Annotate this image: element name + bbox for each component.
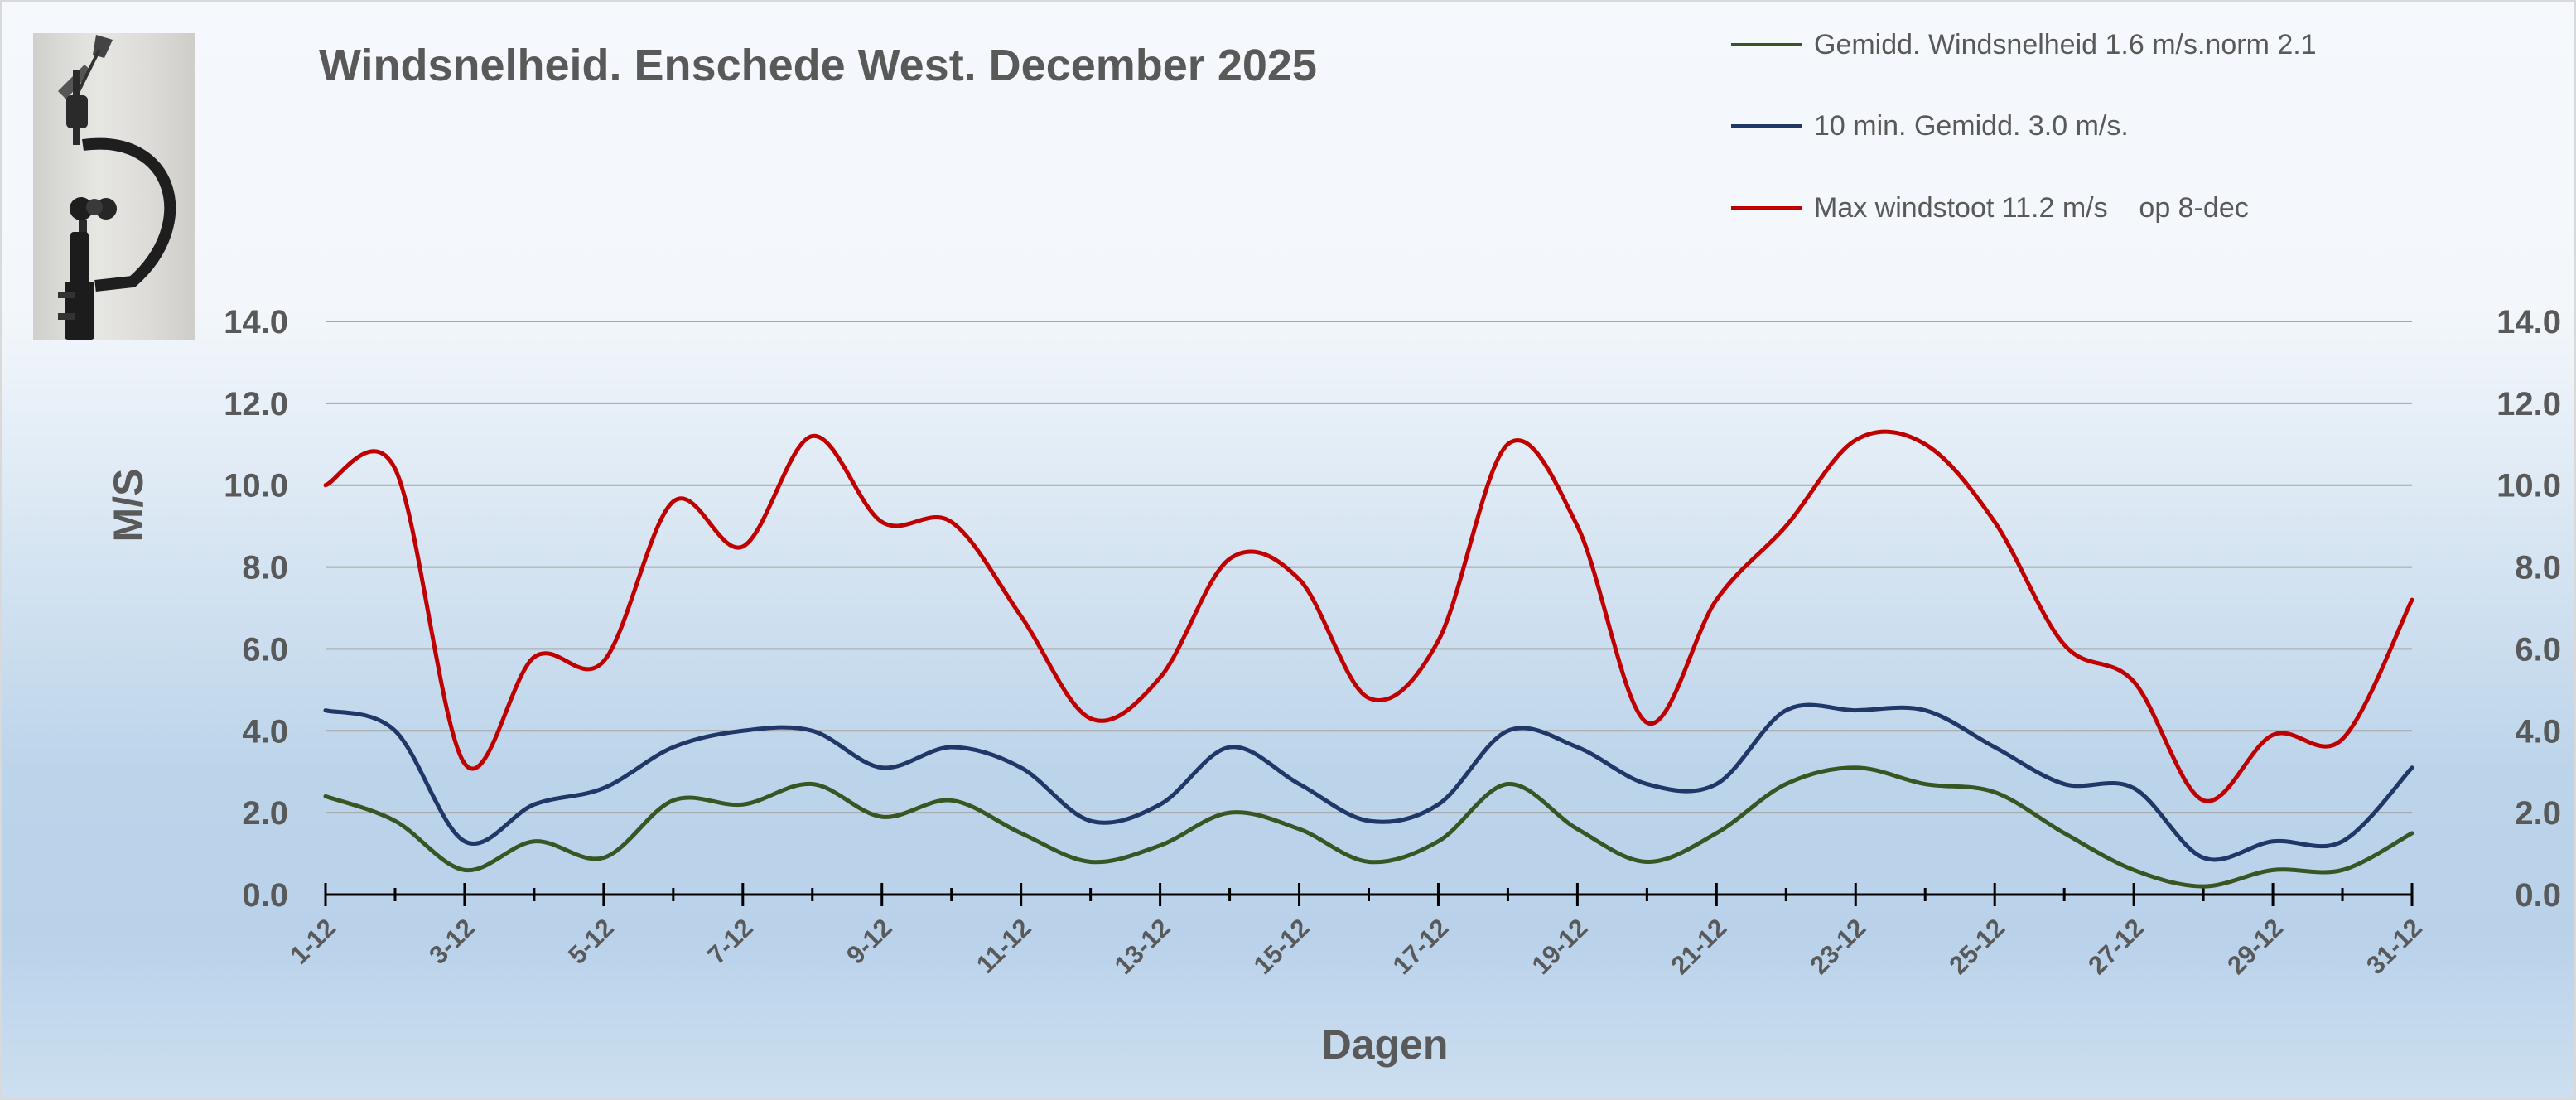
tick-labels: 0.0 2.0 4.0 6.0 8.0 10.0 12.0 14.0 0.0 2.0 4.0 6.0 8… [224,304,2561,980]
y-tick-label: 2.0 [242,795,288,832]
y-tick-label: 6.0 [242,631,288,668]
legend-item-10min: 10 min. Gemidd. 3.0 m/s. [1731,109,2129,142]
secondary-y-tick-label: 8.0 [2515,550,2561,586]
legend-swatch-average [1731,43,1802,46]
y-tick-label: 10.0 [224,468,288,504]
x-tick-label: 3-12 [423,913,480,970]
x-tick-label: 17-12 [1387,913,1454,980]
x-tick-label: 1-12 [284,913,341,970]
secondary-y-tick-label: 2.0 [2515,795,2561,832]
secondary-y-tick-label: 12.0 [2496,386,2561,422]
chart-title: Windsnelheid. Enschede West. December 20… [319,41,1317,90]
x-tick-label: 23-12 [1804,913,1871,980]
x-tick-label: 15-12 [1248,913,1315,980]
axes [324,883,2414,906]
y-tick-label: 4.0 [242,713,288,750]
secondary-y-tick-label: 14.0 [2496,304,2561,340]
x-tick-label: 19-12 [1527,913,1594,980]
y-tick-label: 8.0 [242,550,288,586]
secondary-y-tick-label: 10.0 [2496,468,2561,504]
x-tick-label: 21-12 [1665,913,1732,980]
x-tick-label: 7-12 [702,913,759,970]
legend-label-average: Gemidd. Windsnelheid 1.6 m/s.norm 2.1 [1814,28,2317,60]
x-tick-label: 29-12 [2221,913,2289,980]
gridlines [326,321,2412,814]
secondary-y-tick-label: 6.0 [2515,631,2561,668]
series-line-10min [323,702,2414,862]
legend-item-average: Gemidd. Windsnelheid 1.6 m/s.norm 2.1 [1731,28,2317,61]
x-axis-title: Dagen [1322,1021,1449,1068]
x-tick-label: 5-12 [562,913,620,970]
y-tick-label: 0.0 [242,877,288,914]
anemometer-photo [33,33,195,340]
series-line-max-gust [323,429,2414,803]
x-tick-label: 25-12 [1943,913,2010,980]
legend-swatch-10min [1731,124,1802,128]
legend-item-max-gust: Max windstoot 11.2 m/s op 8-dec [1731,191,2249,224]
y-tick-label: 12.0 [224,386,288,422]
legend-label-10min: 10 min. Gemidd. 3.0 m/s. [1814,109,2129,142]
x-tick-label: 9-12 [841,913,898,970]
secondary-y-tick-label: 4.0 [2515,713,2561,750]
x-tick-label: 31-12 [2361,913,2428,980]
series-line-average [323,765,2414,889]
legend-swatch-max-gust [1731,206,1802,210]
y-axis-title: M/S [105,469,152,543]
x-tick-label: 27-12 [2082,913,2149,980]
series-lines [323,429,2414,889]
y-tick-label: 14.0 [224,304,288,340]
x-tick-label: 11-12 [971,913,1037,979]
x-tick-label: 13-12 [1109,913,1176,980]
legend-label-max-gust: Max windstoot 11.2 m/s op 8-dec [1814,191,2249,224]
secondary-y-tick-label: 0.0 [2515,877,2561,914]
